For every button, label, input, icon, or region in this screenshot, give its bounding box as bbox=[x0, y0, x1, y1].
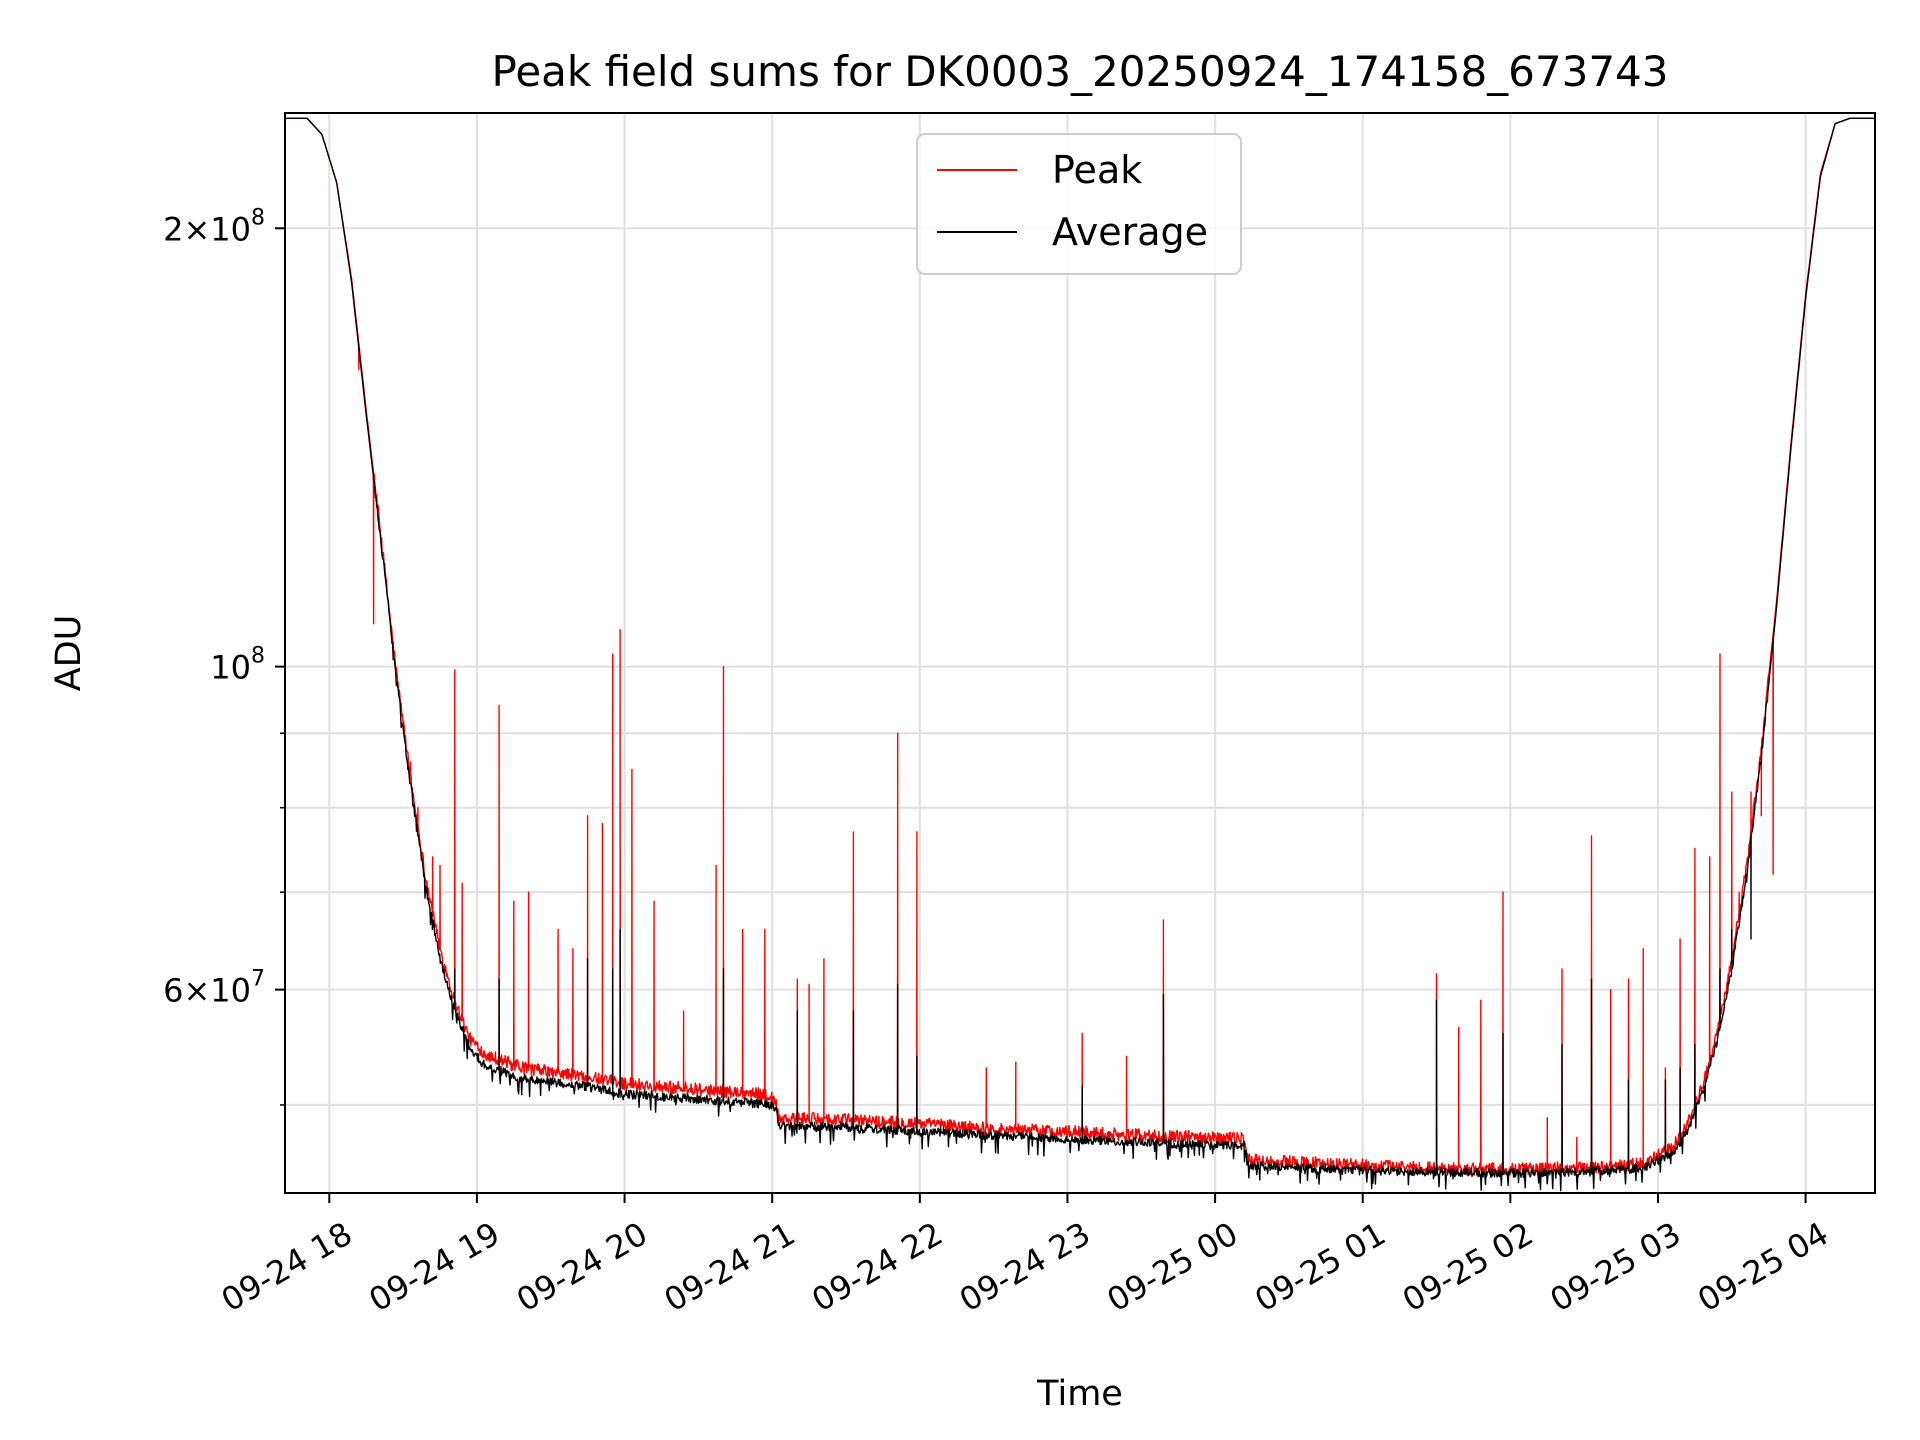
grid-layer bbox=[285, 113, 1875, 1193]
y-tick-label: 108 bbox=[210, 644, 265, 687]
chart-title: Peak field sums for DK0003_20250924_1741… bbox=[491, 47, 1668, 96]
y-tick-label-exponent: 8 bbox=[251, 644, 265, 669]
series-line-average bbox=[285, 117, 1875, 1192]
y-tick-label: 2×108 bbox=[163, 205, 265, 248]
legend-label-average: Average bbox=[1052, 210, 1208, 254]
series-line-peak bbox=[285, 117, 1875, 1177]
y-tick-label-base: 10 bbox=[210, 649, 251, 687]
legend-label-peak: Peak bbox=[1052, 148, 1142, 192]
y-tick-label-base: 6×10 bbox=[163, 972, 251, 1010]
y-tick-label-exponent: 8 bbox=[251, 205, 265, 230]
x-axis-label: Time bbox=[1036, 1374, 1123, 1414]
y-tick-label-base: 2×10 bbox=[163, 210, 251, 248]
plot-area-frame bbox=[284, 112, 1876, 1194]
legend: Peak Average bbox=[916, 133, 1242, 275]
y-axis-label: ADU bbox=[49, 615, 89, 692]
y-tick-label: 6×107 bbox=[163, 967, 265, 1010]
y-tick-label-exponent: 7 bbox=[251, 967, 265, 992]
series-layer bbox=[285, 117, 1875, 1192]
